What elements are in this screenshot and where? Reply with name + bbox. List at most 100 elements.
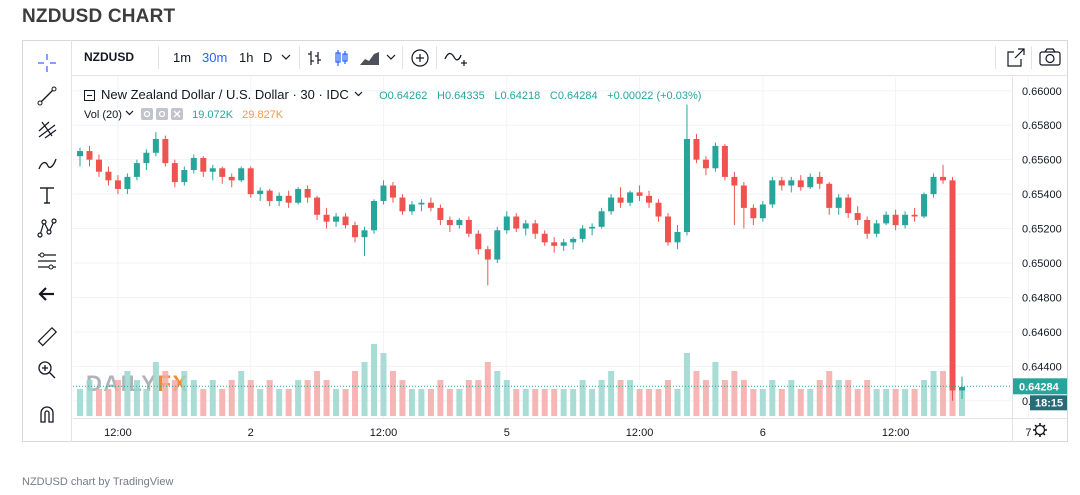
candle-body (124, 176, 131, 189)
chart-type-dropdown[interactable] (386, 40, 396, 75)
camera-icon[interactable] (1039, 40, 1061, 75)
volume-bar (209, 380, 216, 416)
interval-30m[interactable]: 30m (202, 50, 228, 65)
candles-icon[interactable] (334, 40, 350, 75)
volume-bar (456, 389, 463, 416)
volume-bar (902, 389, 909, 416)
volume-bar (228, 380, 235, 416)
candle (532, 219, 539, 239)
text-icon[interactable] (34, 182, 60, 208)
volume-bar (171, 380, 178, 416)
volume-bar (712, 362, 719, 416)
candle (484, 245, 491, 286)
bar-chart-icon[interactable] (307, 40, 323, 75)
volume-bar (181, 371, 188, 416)
volume-bar (238, 371, 245, 416)
candle-body (892, 214, 899, 226)
candle (864, 216, 871, 239)
price-label-text: 0.64284 (1019, 381, 1060, 393)
fib-icon[interactable] (34, 248, 60, 274)
magnet-icon[interactable] (34, 401, 60, 427)
candle (114, 175, 121, 195)
gear-icon[interactable] (1033, 423, 1047, 437)
candle (683, 104, 690, 236)
attribution-footer[interactable]: NZDUSD chart by TradingView (22, 476, 174, 488)
candle (266, 188, 273, 207)
volume-bar (333, 389, 340, 416)
candles (77, 104, 965, 401)
chevron-down-icon[interactable] (281, 40, 291, 75)
candle (845, 194, 852, 219)
candle-body (446, 219, 453, 226)
candle-body (465, 219, 472, 234)
volume-bar (740, 380, 747, 416)
candle-body (655, 202, 662, 217)
candle (740, 182, 747, 229)
volume-bar (769, 380, 776, 416)
plus-circle-icon[interactable] (410, 40, 430, 75)
candle (209, 164, 216, 181)
candle (778, 176, 785, 191)
volume-bar (86, 380, 93, 416)
volume-bar (371, 344, 377, 416)
volume-bar (646, 389, 653, 416)
candle (190, 154, 197, 174)
candle (77, 147, 83, 167)
fullscreen-icon[interactable] (1006, 40, 1026, 75)
settings-icons[interactable] (141, 108, 185, 123)
candle-body (579, 228, 586, 239)
indicators-icon[interactable] (444, 40, 468, 75)
candle-body (835, 197, 842, 208)
candle-body (959, 387, 965, 391)
interval-1h[interactable]: 1h (239, 50, 254, 65)
pitchfork-icon[interactable] (34, 116, 60, 142)
y-tick-label: 0.64800 (1022, 292, 1062, 304)
candle-body (646, 195, 653, 203)
candle (427, 197, 434, 212)
candle (219, 166, 226, 184)
trend-line-icon[interactable] (34, 83, 60, 109)
candle-body (740, 185, 747, 208)
change-value: +0.00022 (+0.03%) (607, 90, 702, 102)
candle-body (627, 192, 634, 203)
candle-body (721, 145, 728, 177)
candle-body (143, 152, 150, 164)
candle-body (949, 180, 956, 391)
candle-body (665, 216, 671, 243)
candle (446, 216, 453, 232)
candle (816, 171, 823, 189)
candle (247, 166, 254, 198)
candle (314, 195, 321, 220)
crosshair-icon[interactable] (34, 50, 60, 76)
candle (228, 173, 235, 188)
collapse-icon[interactable] (84, 89, 95, 104)
chevron-down-icon[interactable] (354, 86, 363, 101)
back-arrow-icon[interactable] (34, 281, 60, 307)
zoom-in-icon[interactable] (34, 357, 60, 383)
candle (86, 145, 93, 167)
area-chart-icon[interactable] (359, 40, 381, 75)
candle (475, 230, 482, 255)
volume-bar (589, 389, 596, 416)
high-value: H0.64335 (437, 90, 485, 102)
candle (665, 213, 671, 246)
chart-frame (22, 40, 1068, 442)
volume-bar (797, 389, 804, 416)
interval-1m[interactable]: 1m (173, 50, 192, 65)
volume-bar (959, 389, 965, 416)
candle-body (560, 242, 567, 246)
brush-icon[interactable] (34, 149, 60, 175)
y-tick-label: 0.65200 (1022, 224, 1062, 236)
ruler-icon[interactable] (34, 324, 60, 350)
candle-body (484, 249, 491, 260)
chevron-down-icon[interactable] (125, 108, 134, 120)
open-value: O0.64262 (379, 90, 428, 102)
symbol-search[interactable]: NZDUSD (84, 50, 134, 64)
interval-d[interactable]: D (263, 50, 273, 65)
candle-body (162, 139, 169, 164)
pattern-icon[interactable] (34, 215, 60, 241)
volume-bar (778, 389, 785, 416)
candle (124, 173, 131, 195)
volume-bar (892, 389, 899, 416)
